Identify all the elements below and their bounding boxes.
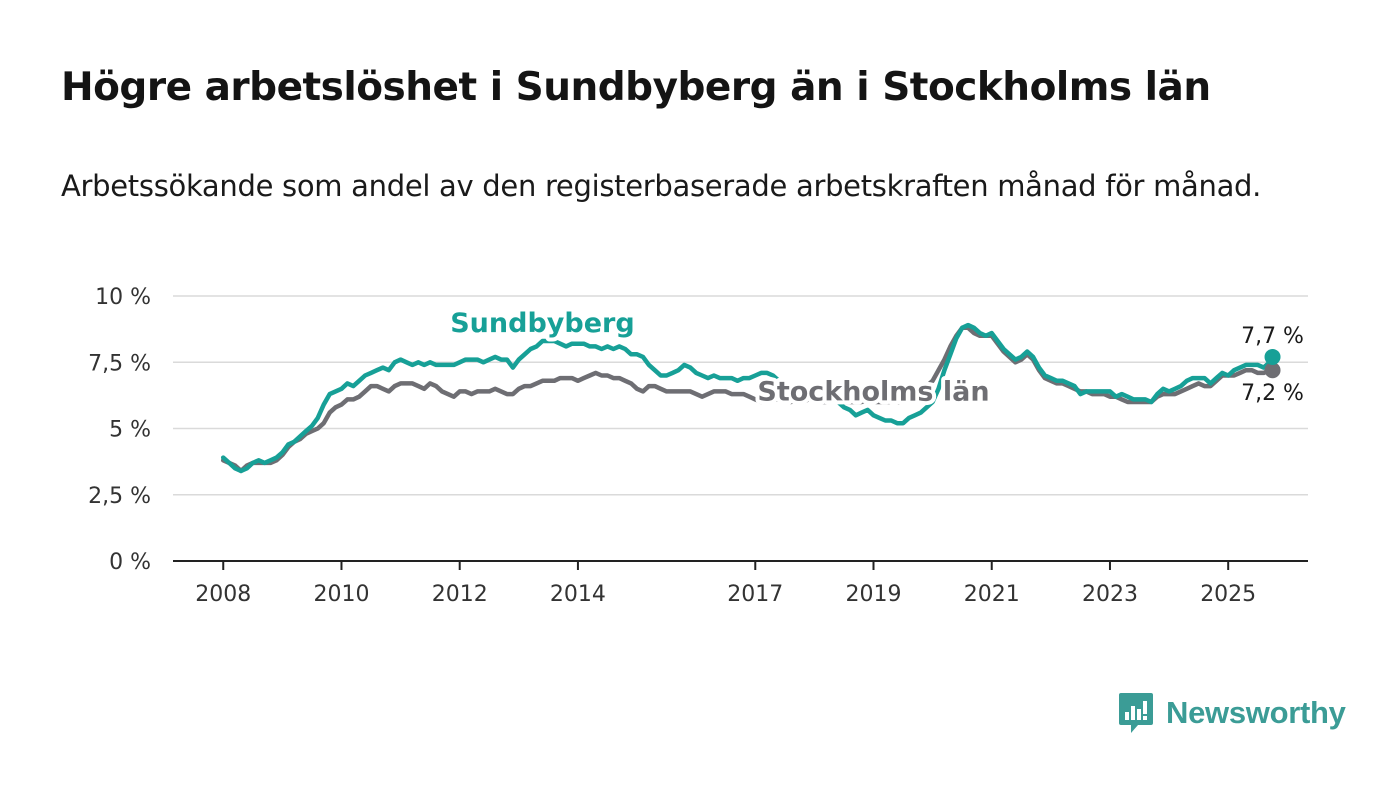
y-tick-label: 10 % (95, 285, 151, 310)
series-line-sundbyberg (220, 322, 1275, 474)
y-tick-label: 2,5 % (88, 484, 151, 509)
grid-lines (173, 295, 1308, 496)
x-tick-label: 2025 (1200, 582, 1256, 607)
y-axis-tick-labels: 0 % 2,5 % 5 % 7,5 % 10 % (88, 285, 151, 575)
x-tick-label: 2010 (313, 582, 369, 607)
y-tick-label: 0 % (109, 550, 151, 575)
end-markers: 7,7 % 7,2 % (1241, 324, 1304, 406)
chart-title: Högre arbetslöshet i Sundbyberg än i Sto… (61, 65, 1211, 110)
series-label: Stockholms län (757, 377, 989, 408)
series-label: Sundbyberg (450, 308, 634, 339)
chart-bubble-icon (1119, 693, 1153, 733)
chart-subtitle: Arbetssökande som andel av den registerb… (61, 169, 1262, 203)
end-marker (1264, 362, 1281, 379)
x-tick-label: 2023 (1082, 582, 1138, 607)
x-tick-label: 2012 (432, 582, 488, 607)
series-line-stockholms-län (220, 325, 1275, 474)
x-tick-label: 2021 (964, 582, 1020, 607)
end-value-label: 7,2 % (1241, 381, 1304, 406)
end-value-label: 7,7 % (1241, 324, 1304, 349)
y-tick-label: 7,5 % (88, 351, 151, 376)
series-lines (220, 322, 1275, 474)
x-tick-label: 2017 (727, 582, 783, 607)
series-labels: Sundbyberg Stockholms län (446, 304, 993, 412)
y-tick-label: 5 % (109, 418, 151, 443)
brand-name: Newsworthy (1166, 695, 1346, 730)
newsworthy-logo: Newsworthy (1118, 690, 1346, 736)
x-axis: 2008 2010 2012 2014 2017 2019 2021 2023 2025 (173, 560, 1308, 607)
x-tick-label: 2014 (550, 582, 606, 607)
end-marker (1264, 348, 1281, 365)
x-tick-label: 2019 (846, 582, 902, 607)
x-tick-label: 2008 (195, 582, 251, 607)
